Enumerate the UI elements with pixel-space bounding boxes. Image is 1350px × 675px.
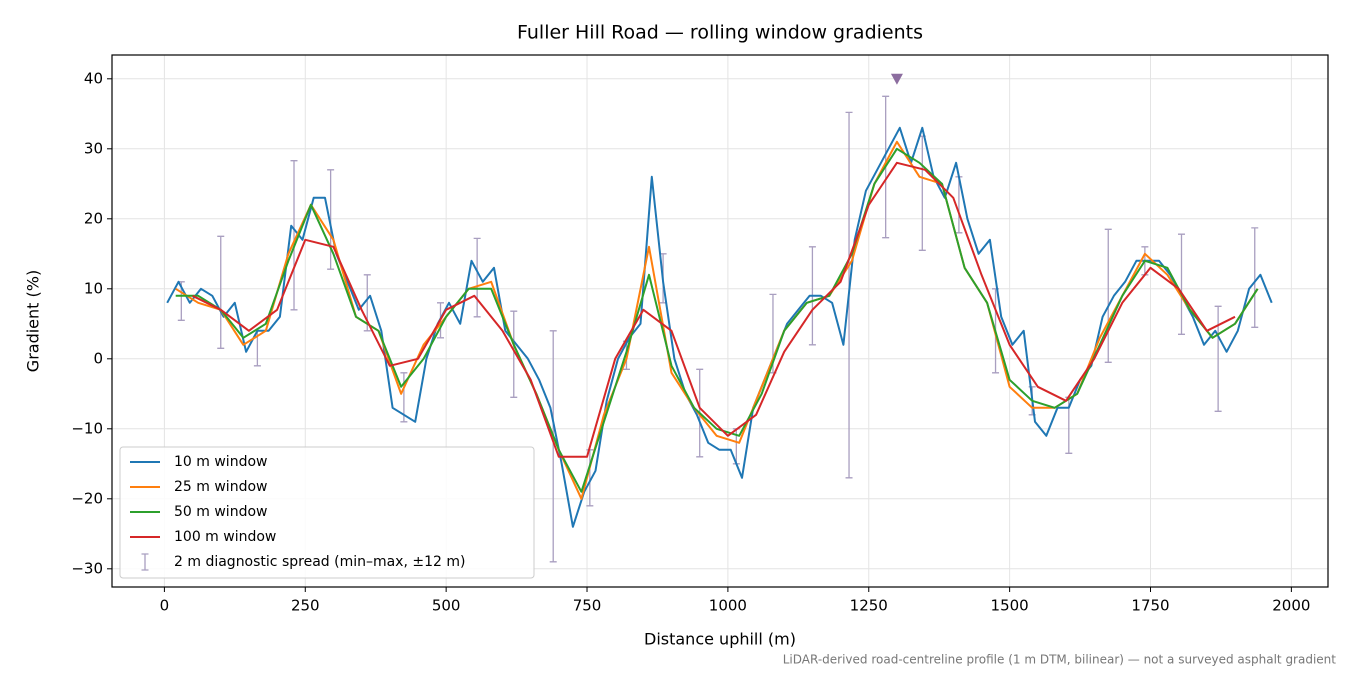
x-tick-label: 500 bbox=[432, 597, 461, 615]
y-tick-label: −20 bbox=[71, 489, 103, 507]
legend-label: 50 m window bbox=[174, 504, 267, 520]
legend-label: 2 m diagnostic spread (min–max, ±12 m) bbox=[174, 554, 465, 570]
error-bar bbox=[510, 310, 518, 398]
legend-box bbox=[119, 446, 535, 579]
error-bar bbox=[217, 235, 225, 349]
y-axis-label: Gradient (%) bbox=[24, 270, 43, 372]
error-bar bbox=[549, 330, 557, 563]
series-line bbox=[175, 147, 1259, 493]
x-tick-label: 250 bbox=[291, 597, 320, 615]
legend-label: 25 m window bbox=[174, 479, 267, 495]
chart-title: Fuller Hill Road — rolling window gradie… bbox=[517, 22, 923, 44]
x-axis-label: Distance uphill (m) bbox=[644, 630, 796, 649]
x-tick-label: 1500 bbox=[991, 597, 1029, 615]
legend-label: 100 m window bbox=[174, 529, 276, 545]
y-tick-label: 0 bbox=[93, 349, 103, 367]
y-tick-label: 40 bbox=[84, 69, 103, 87]
series-line bbox=[175, 140, 1259, 500]
x-tick-label: 750 bbox=[573, 597, 602, 615]
peak-marker bbox=[890, 73, 903, 85]
y-tick-label: 10 bbox=[84, 279, 103, 297]
error-bar bbox=[473, 237, 481, 318]
y-tick-label: 20 bbox=[84, 209, 103, 227]
y-tick-label: −10 bbox=[71, 419, 103, 437]
legend-label: 10 m window bbox=[174, 454, 267, 470]
plot-frame bbox=[111, 54, 1329, 588]
footnote: LiDAR-derived road-centreline profile (1… bbox=[783, 653, 1337, 667]
error-bar bbox=[1251, 227, 1259, 328]
x-tick-label: 2000 bbox=[1272, 597, 1310, 615]
x-tick-label: 1250 bbox=[850, 597, 888, 615]
error-bar bbox=[1214, 305, 1222, 412]
error-bar bbox=[327, 169, 335, 270]
legend-swatch bbox=[141, 553, 149, 571]
error-bar bbox=[1177, 233, 1185, 335]
y-tick-label: 30 bbox=[84, 139, 103, 157]
error-bar bbox=[1104, 228, 1112, 363]
series-line bbox=[192, 161, 1236, 458]
y-tick-label: −30 bbox=[71, 559, 103, 577]
error-bar bbox=[290, 160, 298, 311]
x-tick-label: 0 bbox=[160, 597, 170, 615]
x-tick-label: 1750 bbox=[1131, 597, 1169, 615]
error-bar bbox=[918, 135, 926, 251]
x-tick-label: 1000 bbox=[709, 597, 747, 615]
